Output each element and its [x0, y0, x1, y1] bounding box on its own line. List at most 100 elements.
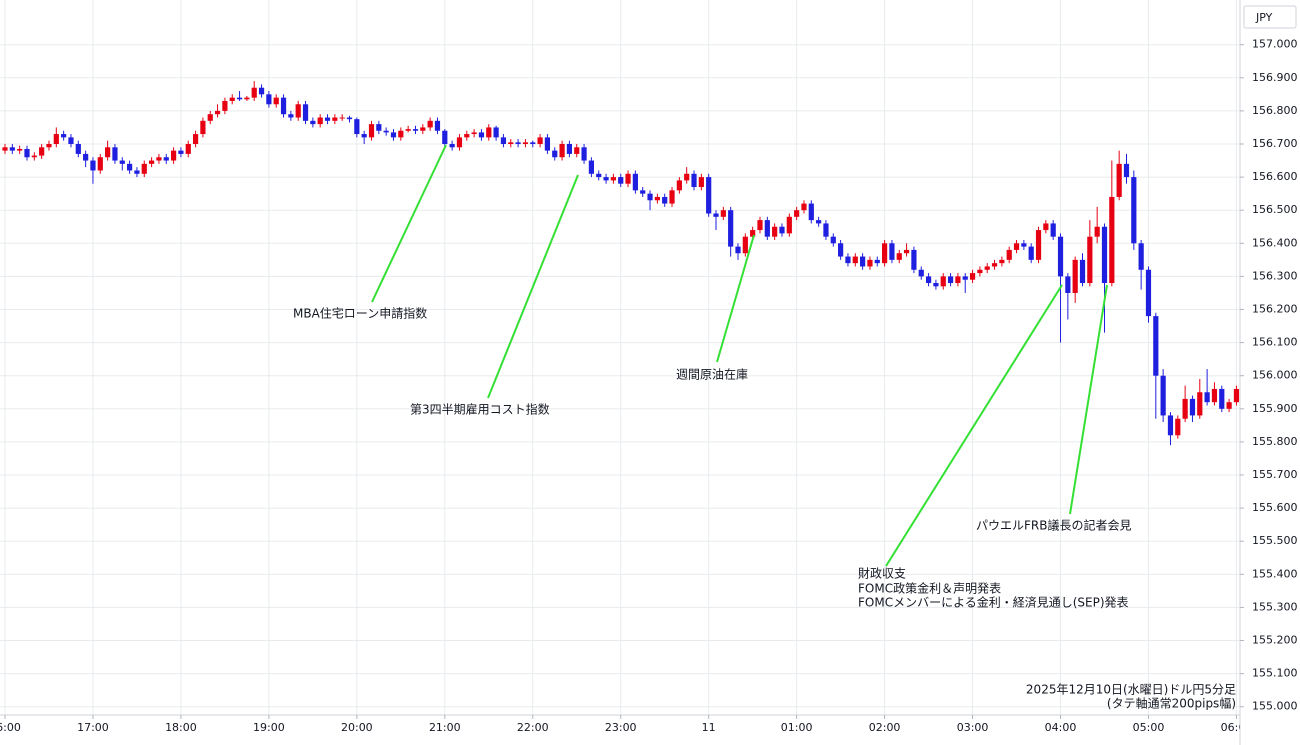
annotation: FOMC政策金利＆声明発表 — [858, 581, 1001, 596]
candle-body — [786, 216, 792, 234]
candle-body — [713, 213, 719, 217]
candle-body — [559, 143, 565, 158]
candle-body — [1197, 392, 1203, 416]
y-tick-label: 156.300 — [1252, 269, 1298, 282]
candle-body — [1079, 259, 1086, 284]
leader-line — [487, 174, 579, 399]
candle-body — [757, 220, 763, 231]
x-tick-label: 05:00 — [1133, 721, 1165, 734]
annotation: MBA住宅ローン申請指数 — [293, 306, 427, 321]
candle-body — [1182, 398, 1188, 419]
candle-body — [1167, 415, 1174, 436]
candle-body — [214, 110, 221, 115]
candle-body — [603, 177, 609, 181]
candle-body — [251, 87, 257, 98]
candle-body — [508, 142, 514, 144]
candle-body — [845, 256, 851, 264]
annotation: 第3四半期雇用コスト指数 — [410, 402, 550, 417]
candle-body — [867, 259, 873, 267]
candle-body — [735, 246, 741, 254]
x-axis: 16:00 17:00 18:00 19:00 20:00 21:00 22:00 23:00… — [0, 714, 1252, 734]
candle-body — [574, 147, 580, 154]
candle-body — [302, 104, 309, 121]
candle-body — [24, 148, 30, 158]
candle-body — [273, 97, 279, 105]
x-tick-label: 03:00 — [957, 721, 989, 734]
candle-body — [1131, 177, 1137, 244]
candle-body — [112, 147, 118, 161]
candle-body — [17, 148, 23, 151]
candle-body — [933, 283, 939, 287]
candle-body — [75, 143, 81, 154]
y-tick-label: 155.700 — [1252, 468, 1298, 481]
y-axis-panel — [1240, 0, 1300, 745]
candle-body — [1087, 236, 1093, 284]
candle-body — [618, 177, 624, 184]
candle-body — [61, 134, 67, 138]
candle-body — [1006, 249, 1012, 260]
currency-box — [1243, 5, 1297, 29]
candle-body — [464, 134, 470, 138]
candle-body — [105, 147, 111, 158]
candle-body — [808, 203, 814, 221]
candle-body — [83, 153, 89, 161]
candle-body — [1072, 259, 1078, 293]
leader-line — [1069, 284, 1108, 515]
candle-body — [691, 173, 697, 188]
candle-body — [530, 142, 536, 144]
candle-body — [478, 132, 485, 138]
y-tick-label: 156.600 — [1252, 170, 1298, 183]
candle-body — [588, 160, 594, 174]
candle-body — [141, 163, 147, 174]
candle-body — [669, 190, 675, 204]
candle-body — [552, 150, 558, 158]
candle-body — [192, 134, 199, 144]
candle-body — [566, 143, 573, 154]
candle-body — [119, 160, 125, 164]
candle-body — [280, 97, 287, 115]
candle-body — [764, 220, 770, 237]
candle-body — [317, 117, 323, 125]
candle-body — [266, 94, 272, 105]
y-tick-label: 157.000 — [1252, 38, 1298, 51]
candle-body — [1035, 230, 1042, 260]
y-tick-label: 155.000 — [1252, 700, 1298, 713]
candle-body — [1189, 398, 1196, 416]
candle-body — [779, 226, 785, 234]
candle-body — [1013, 243, 1020, 250]
candle-body — [1057, 236, 1064, 277]
y-tick-label: 155.100 — [1252, 667, 1298, 680]
y-tick-label: 155.300 — [1252, 600, 1298, 613]
candle-body — [647, 193, 653, 201]
candle-body — [977, 269, 983, 274]
annotation: 財政収支 — [858, 566, 906, 581]
x-tick-label: 04:00 — [1045, 721, 1077, 734]
candle-body — [1211, 388, 1218, 403]
candle-body — [720, 210, 726, 217]
candle-body — [390, 132, 397, 138]
candle-body — [596, 173, 602, 178]
candle-body — [544, 137, 551, 151]
candle-body — [1219, 388, 1225, 409]
x-tick-label: 23:00 — [605, 721, 637, 734]
candle-body — [471, 132, 477, 135]
candle-body — [1160, 375, 1166, 416]
candle-body — [127, 163, 133, 171]
candle-body — [346, 117, 353, 120]
y-tick-label: 156.900 — [1252, 71, 1298, 84]
candle-body — [361, 134, 367, 138]
candle-body — [376, 124, 382, 131]
candle-body — [940, 276, 946, 287]
candle-body — [1175, 418, 1181, 436]
x-tick-label: 18:00 — [165, 721, 197, 734]
y-tick-label: 155.900 — [1252, 402, 1298, 415]
currency-label: JPY — [1255, 11, 1273, 24]
y-axis: JPY 155.000 155.100 155.200 155.300 155.400 1… — [1239, 0, 1300, 745]
candle-body — [625, 173, 631, 184]
candle-body — [185, 143, 191, 154]
candle-body — [90, 160, 96, 171]
x-tick-label: 19:00 — [253, 721, 285, 734]
candle-body — [632, 173, 638, 191]
annotation: パウエルFRB議長の記者会見 — [976, 518, 1131, 533]
